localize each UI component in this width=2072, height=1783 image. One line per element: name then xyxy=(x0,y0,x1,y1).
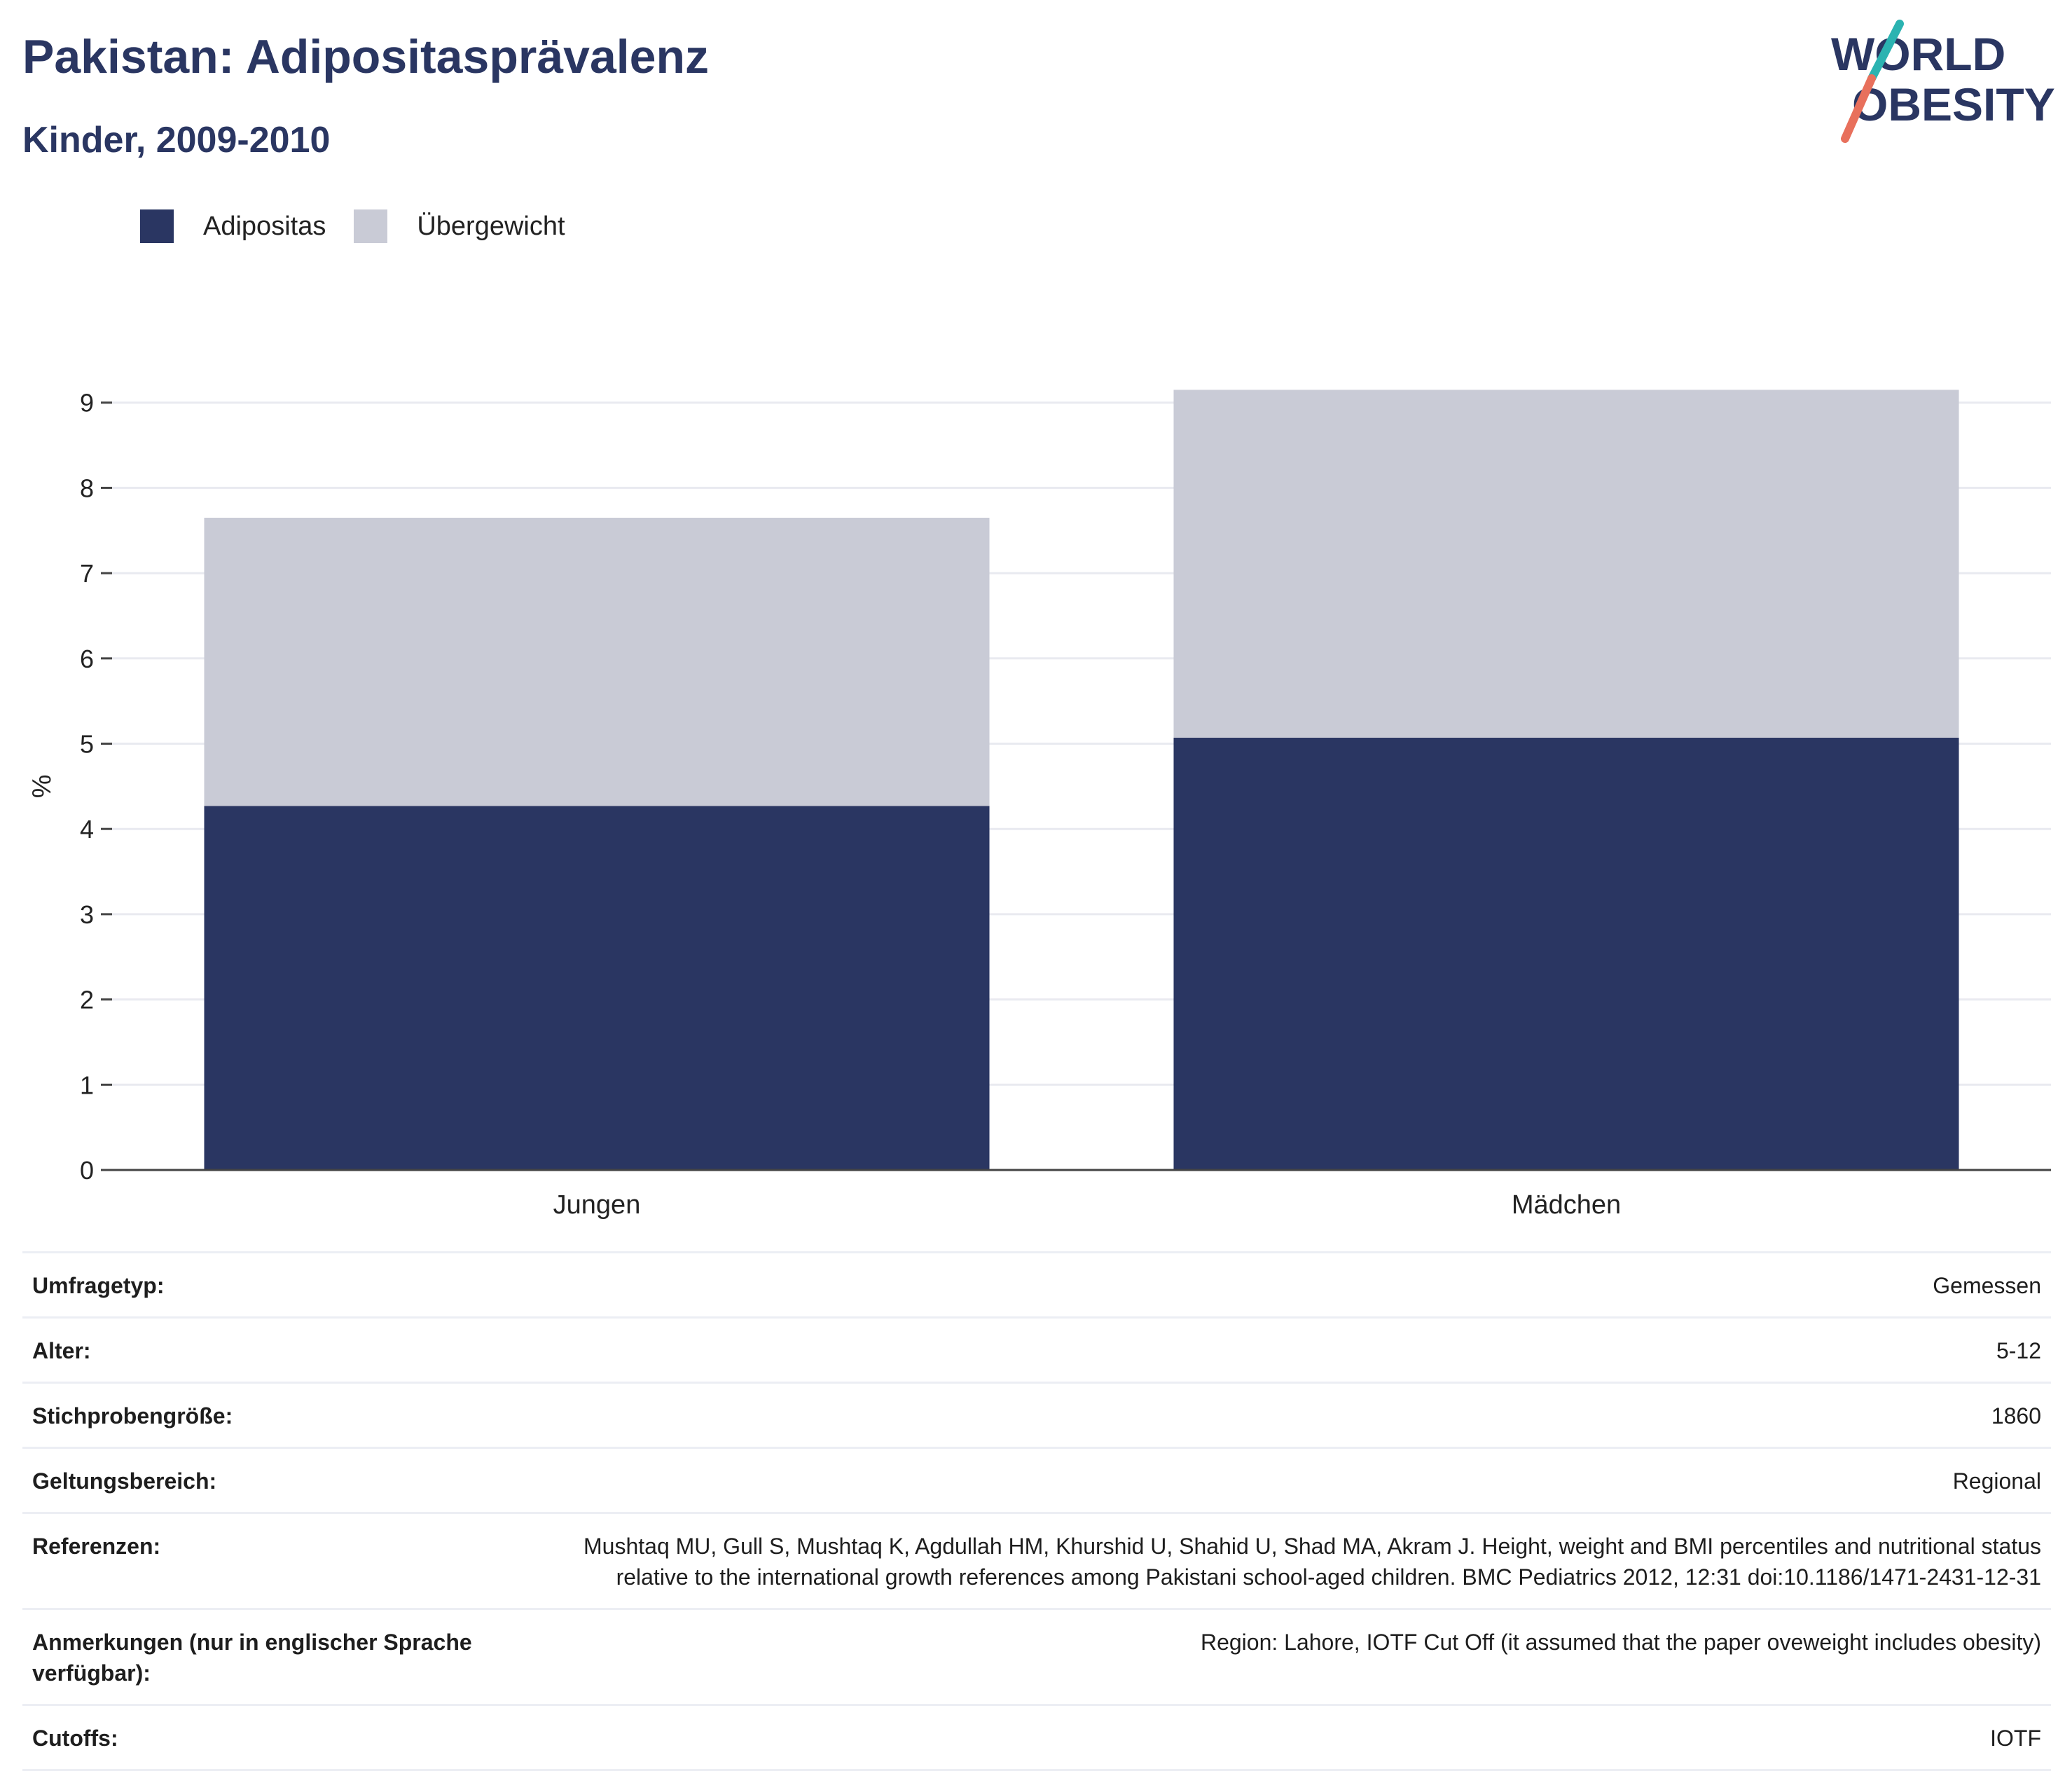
bar-adipositas-0 xyxy=(204,806,990,1170)
y-tick-label-0: 0 xyxy=(80,1156,94,1185)
detail-label: Anmerkungen (nur in englischer Sprache v… xyxy=(32,1630,472,1686)
logo-slash-top xyxy=(1867,20,1904,83)
detail-value: Mushtaq MU, Gull S, Mushtaq K, Agdullah … xyxy=(583,1534,2041,1590)
legend-label-adipositas: Adipositas xyxy=(203,211,326,241)
y-tick-label-9: 9 xyxy=(80,389,94,418)
logo-text-world: WORLD xyxy=(1831,28,2005,80)
detail-row: Referenzen: Mushtaq MU, Gull S, Mushtaq K… xyxy=(22,1512,2051,1608)
detail-value: 5-12 xyxy=(1996,1338,2041,1363)
detail-label: Geltungsbereich: xyxy=(32,1468,217,1494)
chart-title: Pakistan: Adipositasprävalenz xyxy=(22,30,710,83)
detail-value: Region: Lahore, IOTF Cut Off (it assumed… xyxy=(1200,1630,2041,1655)
detail-label: Referenzen: xyxy=(32,1534,161,1559)
detail-value: Gemessen xyxy=(1933,1273,2041,1298)
y-tick-label-4: 4 xyxy=(80,815,94,844)
detail-row: Anmerkungen (nur in englischer Sprache v… xyxy=(22,1608,2051,1704)
logo-slash-bottom xyxy=(1841,74,1876,143)
bar-uebergewicht-0 xyxy=(204,517,990,806)
legend-item-uebergewicht[interactable]: Übergewicht xyxy=(354,209,565,243)
y-tick-label-1: 1 xyxy=(80,1071,94,1099)
stacked-bar-chart: 0 1 2 3 4 5 6 7 8 9% Jungen Mädchen xyxy=(27,389,2051,1220)
y-tick-label-5: 5 xyxy=(80,730,94,759)
legend-swatch-uebergewicht xyxy=(354,209,388,243)
y-tick-label-7: 7 xyxy=(80,559,94,588)
x-tick-label-1: Mädchen xyxy=(1512,1190,1621,1220)
chart-subtitle: Kinder, 2009-2010 xyxy=(22,120,331,160)
x-tick-label-0: Jungen xyxy=(553,1190,641,1220)
detail-label: Alter: xyxy=(32,1338,91,1363)
chart-legend: Adipositas Übergewicht xyxy=(140,209,593,244)
detail-row: Stichprobengröße: 1860 xyxy=(22,1382,2051,1447)
bar-uebergewicht-1 xyxy=(1173,390,1959,738)
legend-label-uebergewicht: Übergewicht xyxy=(417,211,565,241)
legend-swatch-adipositas xyxy=(140,209,174,243)
detail-row: Cutoffs: IOTF xyxy=(22,1704,2051,1771)
logo-text-obesity: OBESITY xyxy=(1852,78,2055,130)
detail-value: 1860 xyxy=(1991,1403,2041,1429)
detail-value: Regional xyxy=(1952,1468,2041,1494)
detail-row: Umfragetyp: Gemessen xyxy=(22,1251,2051,1316)
detail-value: IOTF xyxy=(1990,1726,2041,1751)
y-tick-label-6: 6 xyxy=(80,645,94,673)
bar-adipositas-1 xyxy=(1173,737,1959,1170)
y-tick-label-3: 3 xyxy=(80,900,94,929)
detail-row: Alter: 5-12 xyxy=(22,1316,2051,1382)
detail-label: Cutoffs: xyxy=(32,1726,118,1751)
y-tick-label-2: 2 xyxy=(80,986,94,1014)
y-tick-label-8: 8 xyxy=(80,474,94,502)
y-axis-label: % xyxy=(27,774,57,798)
survey-details-table: Umfragetyp: Gemessen Alter: 5-12 Stichproben… xyxy=(22,1251,2051,1771)
detail-row: Geltungsbereich: Regional xyxy=(22,1447,2051,1512)
world-obesity-logo: WORLD OBESITY xyxy=(1831,20,2055,143)
detail-label: Umfragetyp: xyxy=(32,1273,165,1298)
detail-label: Stichprobengröße: xyxy=(32,1403,233,1429)
legend-item-adipositas[interactable]: Adipositas xyxy=(140,209,326,243)
